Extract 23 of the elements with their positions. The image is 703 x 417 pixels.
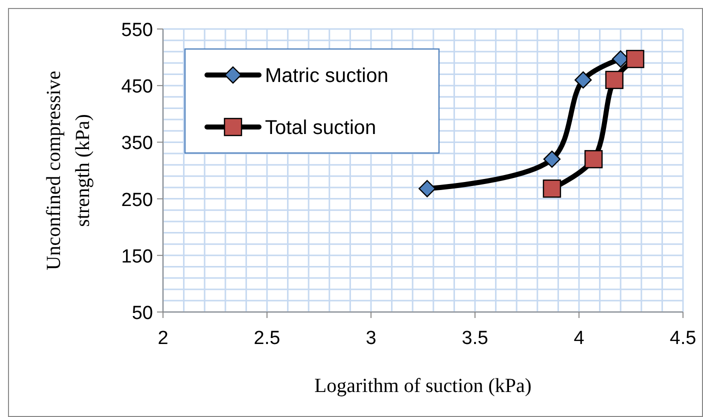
y-tick-label: 450 bbox=[121, 76, 153, 98]
point bbox=[418, 180, 436, 198]
y-tick-label: 250 bbox=[121, 190, 153, 211]
x-tick-label: 4.5 bbox=[670, 328, 696, 349]
point bbox=[543, 150, 561, 168]
legend-label: Matric suction bbox=[265, 65, 388, 87]
x-tick-label: 3.5 bbox=[462, 328, 488, 349]
point bbox=[584, 150, 603, 168]
legend-label: Total suction bbox=[265, 117, 376, 139]
y-tick-label: 50 bbox=[132, 303, 153, 324]
x-tick-label: 3 bbox=[366, 328, 376, 349]
x-axis-title: Logarithm of suction (kPa) bbox=[314, 375, 532, 397]
point bbox=[574, 71, 592, 89]
y-axis-title: Unconfined compressive strength (kPa) bbox=[43, 70, 94, 270]
y-tick-label: 150 bbox=[121, 246, 153, 268]
point bbox=[605, 70, 624, 90]
x-tick-label: 4 bbox=[574, 328, 585, 349]
x-tick-label: 2.5 bbox=[254, 328, 280, 349]
y-tick-label: 350 bbox=[121, 133, 153, 154]
point bbox=[626, 50, 644, 68]
point bbox=[542, 180, 562, 198]
y-tick-label: 550 bbox=[121, 20, 153, 41]
x-tick-label: 2 bbox=[158, 328, 168, 349]
